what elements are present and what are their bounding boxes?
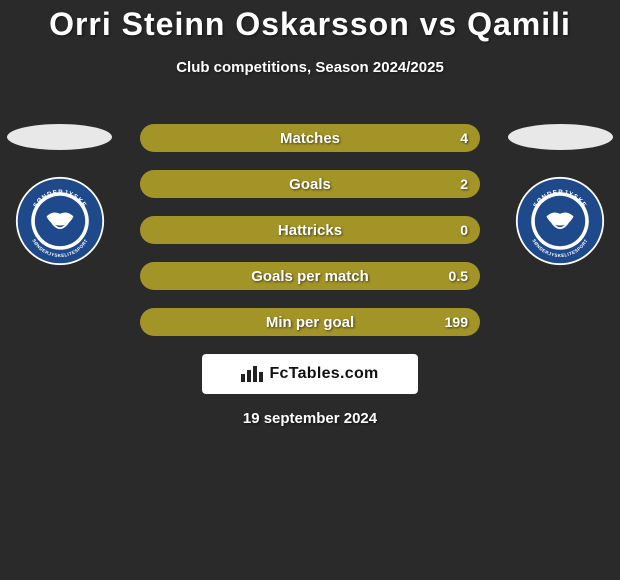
stats-container: Matches 4 Goals 2 Hattricks 0 Goals per … — [140, 124, 480, 354]
stat-row-goals-per-match: Goals per match 0.5 — [140, 262, 480, 290]
stat-row-goals: Goals 2 — [140, 170, 480, 198]
chart-icon — [241, 366, 263, 382]
stat-value-right: 0 — [460, 222, 468, 238]
stat-row-min-per-goal: Min per goal 199 — [140, 308, 480, 336]
player-oval-left — [7, 124, 112, 150]
stat-label: Goals — [289, 176, 331, 193]
player-oval-right — [508, 124, 613, 150]
stat-label: Matches — [280, 130, 340, 147]
fctables-logo[interactable]: FcTables.com — [202, 354, 418, 394]
stat-label: Min per goal — [266, 314, 354, 331]
sonderjyske-badge-icon: SØNDERJYSKE SØNDERJYSKELITESPORT — [515, 176, 605, 266]
stat-value-right: 199 — [445, 314, 468, 330]
stat-value-right: 2 — [460, 176, 468, 192]
stat-row-hattricks: Hattricks 0 — [140, 216, 480, 244]
stat-label: Goals per match — [251, 268, 369, 285]
page-title: Orri Steinn Oskarsson vs Qamili — [0, 0, 620, 43]
season-subtitle: Club competitions, Season 2024/2025 — [0, 59, 620, 76]
club-badge-left: SØNDERJYSKE SØNDERJYSKELITESPORT — [15, 176, 105, 266]
sonderjyske-badge-icon: SØNDERJYSKE SØNDERJYSKELITESPORT — [15, 176, 105, 266]
stat-row-matches: Matches 4 — [140, 124, 480, 152]
infographic-date: 19 september 2024 — [0, 410, 620, 427]
stat-label: Hattricks — [278, 222, 342, 239]
stat-value-right: 0.5 — [449, 268, 468, 284]
club-badge-right: SØNDERJYSKE SØNDERJYSKELITESPORT — [515, 176, 605, 266]
logo-text: FcTables.com — [269, 365, 378, 383]
stat-value-right: 4 — [460, 130, 468, 146]
